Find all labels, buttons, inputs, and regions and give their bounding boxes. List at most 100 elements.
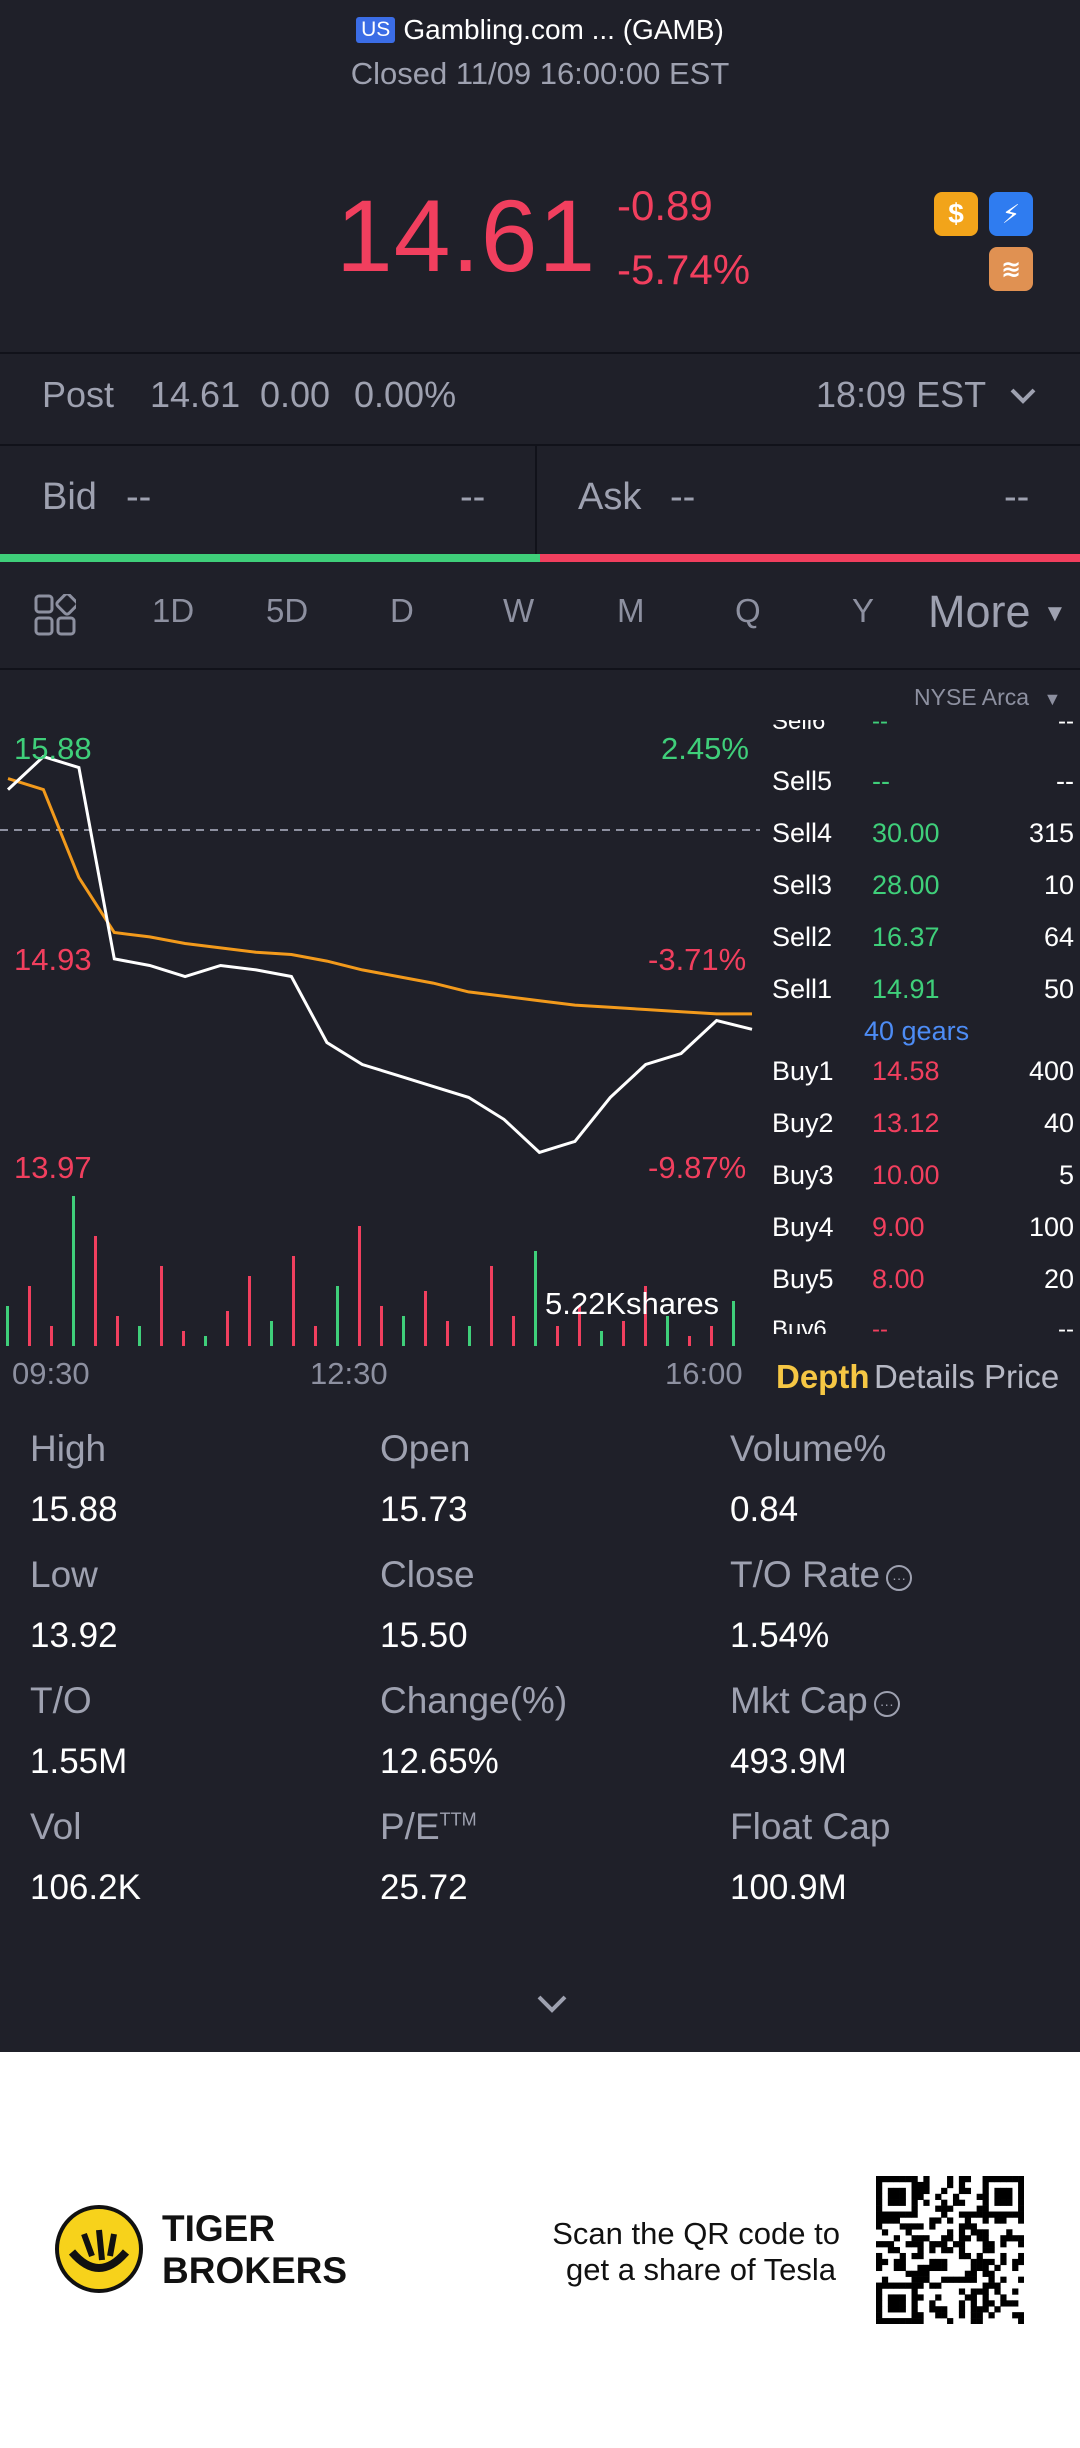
volume-bars: [6, 1196, 735, 1346]
time-start: 09:30: [12, 1356, 90, 1391]
stat-value-vol: 106.2K: [30, 1868, 141, 1907]
stack-icon[interactable]: ≋: [989, 247, 1033, 291]
brand-line2: BROKERS: [162, 2250, 348, 2291]
order-level-price: 8.00: [872, 1264, 925, 1294]
volume-bar: [28, 1286, 31, 1346]
tiger-logo: [55, 2205, 143, 2293]
order-level-size: 40: [1043, 1108, 1074, 1138]
tab-5d[interactable]: 5D: [266, 592, 309, 629]
y-label-mid: 14.93: [14, 942, 92, 977]
bid-strength-bar: [0, 554, 540, 562]
stat-label-pe: P/ETTM: [380, 1806, 477, 1847]
bid-size: --: [460, 476, 486, 518]
market-status: Closed 11/09 16:00:00 EST: [350, 56, 730, 91]
volume-bar: [6, 1306, 9, 1346]
volume-bar: [556, 1326, 559, 1346]
order-level-price: 10.00: [872, 1160, 940, 1190]
exchange-selector[interactable]: NYSE Arca ▼: [914, 684, 1062, 710]
tab-price[interactable]: Price: [984, 1358, 1060, 1395]
order-level-price: --: [872, 1316, 888, 1343]
volume-bar: [622, 1321, 625, 1346]
stat-value-high: 15.88: [30, 1490, 118, 1529]
divider: [0, 444, 1080, 446]
gears-label[interactable]: 40 gears: [864, 1016, 970, 1046]
bid-label: Bid: [42, 476, 97, 518]
tab-w[interactable]: W: [503, 592, 535, 629]
order-level-size: 5: [1058, 1160, 1074, 1190]
volume-bar: [644, 1286, 647, 1346]
expand-chevron-icon[interactable]: [536, 1994, 568, 2014]
volume-bar: [446, 1321, 449, 1346]
stat-label-low: Low: [30, 1554, 98, 1595]
volume-bar: [138, 1326, 141, 1346]
order-level-label: Buy4: [772, 1212, 834, 1242]
post-label: Post: [42, 374, 115, 415]
stat-value-to: 1.55M: [30, 1742, 128, 1781]
order-level-price: 14.58: [872, 1056, 940, 1086]
volume-label: 5.22Kshares: [545, 1286, 720, 1321]
volume-bar: [490, 1266, 493, 1346]
price-line: [6, 754, 753, 1155]
avg-price-line: [7, 777, 752, 1016]
volume-bar: [204, 1336, 207, 1346]
stat-label-float-cap: Float Cap: [730, 1806, 891, 1847]
volume-bar: [468, 1326, 471, 1346]
info-icon[interactable]: ···: [886, 1565, 913, 1591]
tab-depth[interactable]: Depth: [776, 1358, 870, 1395]
volume-bar: [248, 1276, 251, 1346]
stat-label-volume-pct: Volume%: [730, 1428, 887, 1469]
volume-bar: [732, 1301, 735, 1346]
tab-1d[interactable]: 1D: [152, 592, 195, 629]
chevron-down-icon[interactable]: [1008, 384, 1038, 408]
tab-q[interactable]: Q: [735, 592, 761, 629]
caret-down-icon: ▼: [1043, 689, 1062, 709]
layout-grid-icon[interactable]: [34, 594, 76, 636]
order-level-price: --: [872, 766, 890, 796]
divider: [0, 668, 1080, 670]
stock-header: US Gambling.com ... (GAMB) Closed 11/09 1…: [0, 0, 1080, 352]
volume-bar: [94, 1236, 97, 1346]
volume-bar: [116, 1316, 119, 1346]
stat-label-high: High: [30, 1428, 107, 1469]
info-icon[interactable]: ···: [873, 1691, 900, 1717]
order-level-label: Sell2: [772, 922, 833, 952]
stock-name: Gambling.com ... (GAMB): [403, 14, 724, 45]
order-level-size: 64: [1043, 922, 1074, 952]
volume-bar: [578, 1306, 581, 1346]
order-level-price: 14.91: [872, 974, 940, 1004]
tab-details[interactable]: Details: [874, 1358, 975, 1395]
stat-label-to: T/O: [30, 1680, 92, 1721]
tab-m[interactable]: M: [617, 592, 645, 629]
tab-y[interactable]: Y: [852, 592, 875, 629]
order-level-size: 315: [1028, 818, 1074, 848]
order-level-label: Sell1: [772, 974, 833, 1004]
chart-canvas: [0, 754, 760, 1346]
volume-bar: [72, 1196, 75, 1346]
pct-label-high: 2.45%: [661, 731, 749, 766]
order-level-label: Sell6: [772, 708, 826, 735]
order-level-size: 10: [1043, 870, 1074, 900]
stat-label-mkt-cap[interactable]: Mkt Cap ···: [730, 1680, 900, 1722]
time-mid: 12:30: [310, 1356, 388, 1391]
stat-value-pe: 25.72: [380, 1868, 468, 1907]
divider: [0, 352, 1080, 354]
tab-d[interactable]: D: [390, 592, 414, 629]
ask-strength-bar: [540, 554, 1080, 562]
tab-more[interactable]: More ▼: [928, 586, 1067, 637]
stock-title[interactable]: US Gambling.com ... (GAMB): [0, 14, 1080, 46]
flash-icon[interactable]: ⚡: [989, 192, 1033, 236]
promo-line2: get a share of Tesla: [566, 2252, 836, 2287]
order-level-price: 28.00: [872, 870, 940, 900]
stat-value-to-rate: 1.54%: [730, 1616, 830, 1655]
stat-label-to-rate[interactable]: T/O Rate ···: [730, 1554, 913, 1596]
last-price: 14.61: [336, 179, 597, 293]
stat-value-change-pct: 12.65%: [380, 1742, 499, 1781]
stat-value-open: 15.73: [380, 1490, 468, 1529]
bid-price: --: [126, 476, 152, 518]
ask-price: --: [670, 476, 696, 518]
price-change: -0.89: [617, 182, 713, 229]
order-level-label: Buy6: [772, 1316, 827, 1343]
qr-code[interactable]: [876, 2176, 1024, 2324]
stat-label-change-pct: Change(%): [380, 1680, 568, 1721]
dollar-icon[interactable]: $: [934, 192, 978, 236]
